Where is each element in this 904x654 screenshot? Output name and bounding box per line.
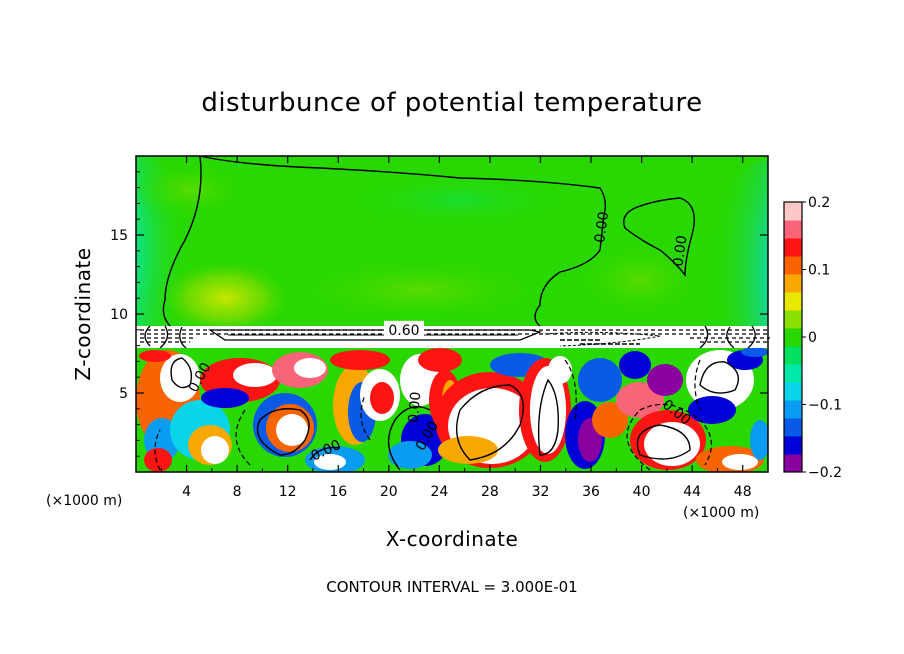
contour-interval-note: CONTOUR INTERVAL = 3.000E-01	[326, 578, 577, 596]
x-tick-label: 4	[182, 484, 191, 500]
x-axis-label: X-coordinate	[386, 527, 519, 551]
x-tick-label: 40	[633, 484, 651, 500]
x-tick-label: 28	[481, 484, 499, 500]
colorbar-segment	[784, 256, 802, 275]
contour-lines	[162, 155, 739, 471]
x-tick-label: 32	[532, 484, 550, 500]
colorbar-segment	[784, 274, 802, 293]
x-tick-label: 8	[233, 484, 242, 500]
colorbar-segment	[784, 400, 802, 419]
colorbar-segment	[784, 382, 802, 401]
contour-label: 0.60	[388, 323, 419, 339]
contour-lines-negative	[154, 359, 712, 471]
colorbar-segment	[784, 418, 802, 437]
x-unit-right: (×1000 m)	[683, 505, 759, 521]
x-tick-label: 48	[734, 484, 752, 500]
colorbar-tick-label: −0.2	[808, 465, 842, 481]
y-tick-label: 10	[110, 307, 128, 323]
contour-label: 0.00	[406, 391, 425, 423]
colorbar-segment	[784, 454, 802, 473]
upper-field	[136, 156, 768, 326]
colorbar-tick-label: −0.1	[808, 398, 842, 414]
contour-label-bg	[383, 320, 424, 338]
colorbar-segment	[784, 202, 802, 221]
y-tick-label: 5	[119, 386, 128, 402]
colorbar-segment	[784, 346, 802, 365]
y-axis-ticks: 5 10 15	[110, 171, 768, 457]
colorbar-segment	[784, 310, 802, 329]
colorbar-segment	[784, 292, 802, 311]
colorbar-ticks: 0.2 0.1 0 −0.1 −0.2	[802, 195, 842, 481]
y-axis-label: Z-coordinate	[71, 247, 95, 380]
x-tick-label: 36	[582, 484, 600, 500]
y-tick-label: 15	[110, 228, 128, 244]
x-tick-label: 44	[683, 484, 701, 500]
plot-area: 0.000.000.600.000.000.000.000.00	[136, 155, 770, 472]
colorbar-tick-label: 0.2	[808, 195, 830, 211]
chart-title: disturbunce of potential temperature	[201, 88, 702, 118]
contour-label: 0.00	[592, 211, 612, 244]
x-tick-label: 20	[380, 484, 398, 500]
colorbar-tick-label: 0	[808, 330, 817, 346]
x-tick-label: 24	[430, 484, 448, 500]
contour-label: 0.00	[670, 234, 690, 267]
colorbar-segment	[784, 328, 802, 347]
x-axis-ticks: 4 8 12 16 20 24 28 32 36 40 44 48	[160, 156, 752, 500]
colorbar-segment	[784, 238, 802, 257]
colorbar	[783, 201, 803, 473]
colorbar-segment	[784, 436, 802, 455]
interface-band	[136, 325, 770, 349]
x-tick-label: 16	[329, 484, 347, 500]
x-tick-label: 12	[279, 484, 297, 500]
colorbar-segment	[784, 220, 802, 239]
colorbar-segment	[784, 364, 802, 383]
x-unit-left: (×1000 m)	[46, 493, 122, 509]
lower-field	[136, 348, 768, 472]
colorbar-tick-label: 0.1	[808, 263, 830, 279]
